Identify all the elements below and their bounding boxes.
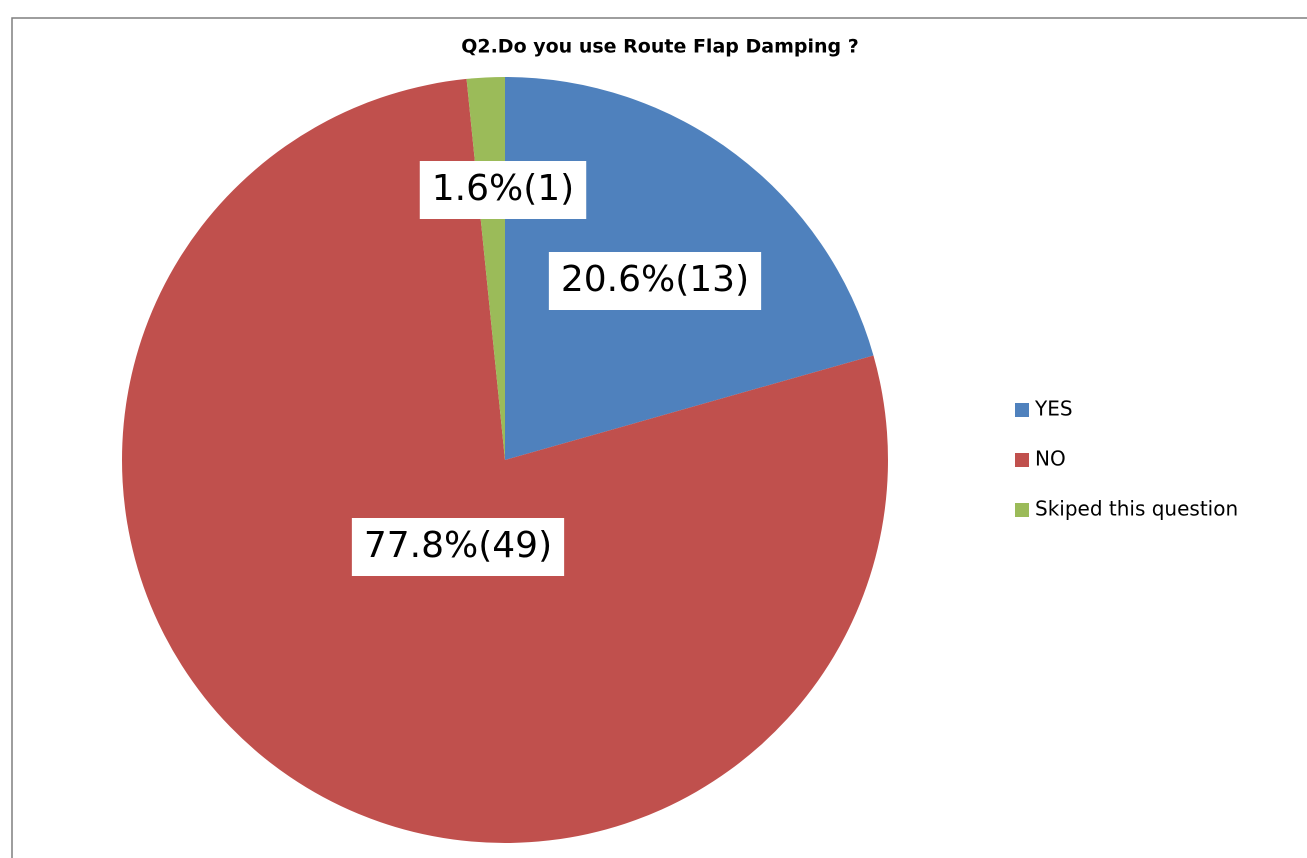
chart-title: Q2.Do you use Route Flap Damping ? <box>461 36 859 58</box>
legend-swatch <box>1015 453 1029 467</box>
data-label: 77.8%(49) <box>364 525 552 566</box>
legend-label: YES <box>1034 397 1073 421</box>
data-label: 1.6%(1) <box>432 168 574 209</box>
legend-swatch <box>1015 403 1029 417</box>
legend-label: Skiped this question <box>1035 497 1238 521</box>
legend-label: NO <box>1035 447 1066 471</box>
legend-swatch <box>1015 503 1029 517</box>
data-label-box <box>419 161 587 219</box>
data-label-box <box>548 252 762 310</box>
pie-slice <box>122 78 888 843</box>
data-label-box <box>351 518 565 576</box>
data-label: 20.6%(13) <box>561 259 749 300</box>
